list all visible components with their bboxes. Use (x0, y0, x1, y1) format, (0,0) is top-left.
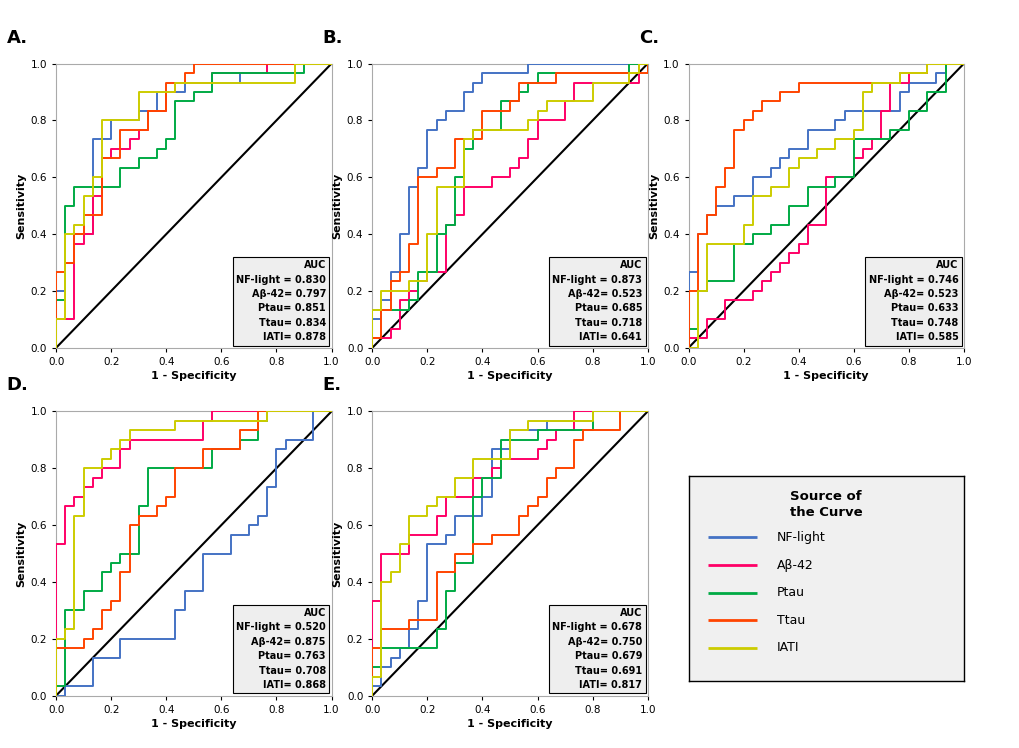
Text: B.: B. (322, 28, 342, 46)
X-axis label: 1 - Specificity: 1 - Specificity (151, 371, 236, 381)
Text: Ttau: Ttau (775, 614, 804, 627)
X-axis label: 1 - Specificity: 1 - Specificity (783, 371, 868, 381)
Text: AUC
NF-light = 0.520
Aβ-42= 0.875
Ptau= 0.763
Ttau= 0.708
IATI= 0.868: AUC NF-light = 0.520 Aβ-42= 0.875 Ptau= … (236, 608, 326, 690)
Text: AUC
NF-light = 0.746
Aβ-42= 0.523
Ptau= 0.633
Ttau= 0.748
IATI= 0.585: AUC NF-light = 0.746 Aβ-42= 0.523 Ptau= … (868, 260, 958, 342)
X-axis label: 1 - Specificity: 1 - Specificity (151, 719, 236, 729)
Text: AUC
NF-light = 0.830
Aβ-42= 0.797
Ptau= 0.851
Ttau= 0.834
IATI= 0.878: AUC NF-light = 0.830 Aβ-42= 0.797 Ptau= … (235, 260, 326, 342)
Y-axis label: Sensitivity: Sensitivity (332, 173, 342, 239)
Text: Source of
the Curve: Source of the Curve (789, 491, 862, 519)
Y-axis label: Sensitivity: Sensitivity (16, 521, 26, 586)
Text: IATI: IATI (775, 642, 798, 654)
Text: Ptau: Ptau (775, 586, 804, 599)
Text: C.: C. (638, 28, 658, 46)
X-axis label: 1 - Specificity: 1 - Specificity (467, 371, 552, 381)
Y-axis label: Sensitivity: Sensitivity (648, 173, 658, 239)
Text: E.: E. (322, 376, 341, 394)
Text: D.: D. (6, 376, 29, 394)
Text: A.: A. (6, 28, 28, 46)
X-axis label: 1 - Specificity: 1 - Specificity (467, 719, 552, 729)
Y-axis label: Sensitivity: Sensitivity (332, 521, 342, 586)
Text: AUC
NF-light = 0.678
Aβ-42= 0.750
Ptau= 0.679
Ttau= 0.691
IATI= 0.817: AUC NF-light = 0.678 Aβ-42= 0.750 Ptau= … (551, 608, 642, 690)
Text: NF-light: NF-light (775, 531, 824, 544)
Text: AUC
NF-light = 0.873
Aβ-42= 0.523
Ptau= 0.685
Ttau= 0.718
IATI= 0.641: AUC NF-light = 0.873 Aβ-42= 0.523 Ptau= … (551, 260, 642, 342)
Text: Aβ-42: Aβ-42 (775, 559, 812, 571)
Y-axis label: Sensitivity: Sensitivity (16, 173, 26, 239)
